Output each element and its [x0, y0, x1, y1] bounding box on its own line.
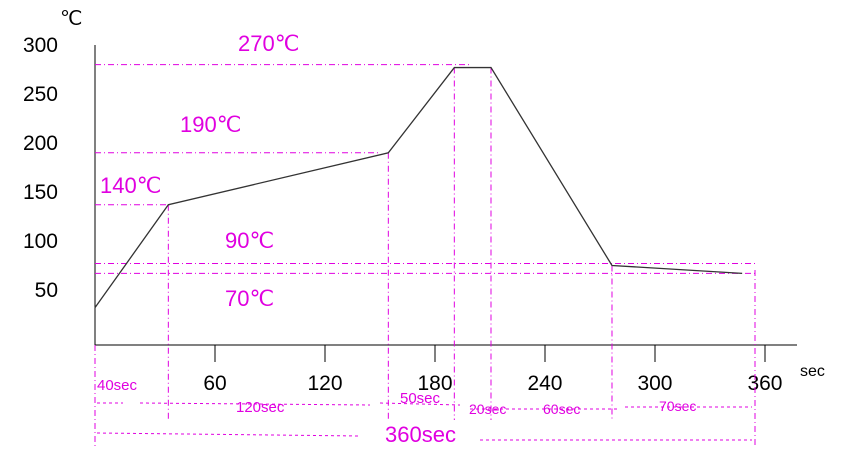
profile-series — [94, 66, 743, 309]
x-tick-label: 60 — [203, 372, 226, 395]
x-tick-label: 360 — [747, 372, 782, 395]
duration-label-50sec: 50sec — [400, 390, 441, 407]
y-tick-labels: 50 100 150 200 250 300 — [23, 34, 58, 302]
duration-label-120sec: 120sec — [236, 399, 285, 416]
x-tick-label: 180 — [417, 372, 452, 395]
duration-label-20sec: 20sec — [469, 401, 506, 417]
y-unit-label: ℃ — [60, 8, 82, 30]
profile-line — [94, 66, 743, 309]
temp-label-90: 90℃ — [225, 228, 274, 253]
y-tick-label: 150 — [23, 181, 58, 204]
x-tick-label: 300 — [637, 372, 672, 395]
x-tick-label: 120 — [307, 372, 342, 395]
duration-label-60sec: 60sec — [543, 401, 580, 417]
duration-arrows — [96, 402, 752, 441]
temp-label-190: 190℃ — [180, 112, 241, 137]
y-tick-label: 50 — [35, 279, 58, 302]
y-tick-label: 250 — [23, 83, 58, 106]
x-tick-labels: 60 120 180 240 300 360 — [203, 345, 783, 395]
duration-label-360sec: 360sec — [385, 422, 456, 447]
y-tick-label: 200 — [23, 132, 58, 155]
y-tick-label: 300 — [23, 34, 58, 57]
x-tick-label: 240 — [527, 372, 562, 395]
guide-lines — [94, 64, 756, 448]
duration-label-70sec: 70sec — [659, 398, 696, 414]
x-unit-label: sec — [800, 363, 825, 380]
temp-label-270: 270℃ — [238, 31, 299, 56]
temp-label-70: 70℃ — [225, 286, 274, 311]
y-tick-label: 100 — [23, 230, 58, 253]
temp-label-140: 140℃ — [100, 173, 161, 198]
duration-label-40sec: 40sec — [97, 377, 138, 394]
